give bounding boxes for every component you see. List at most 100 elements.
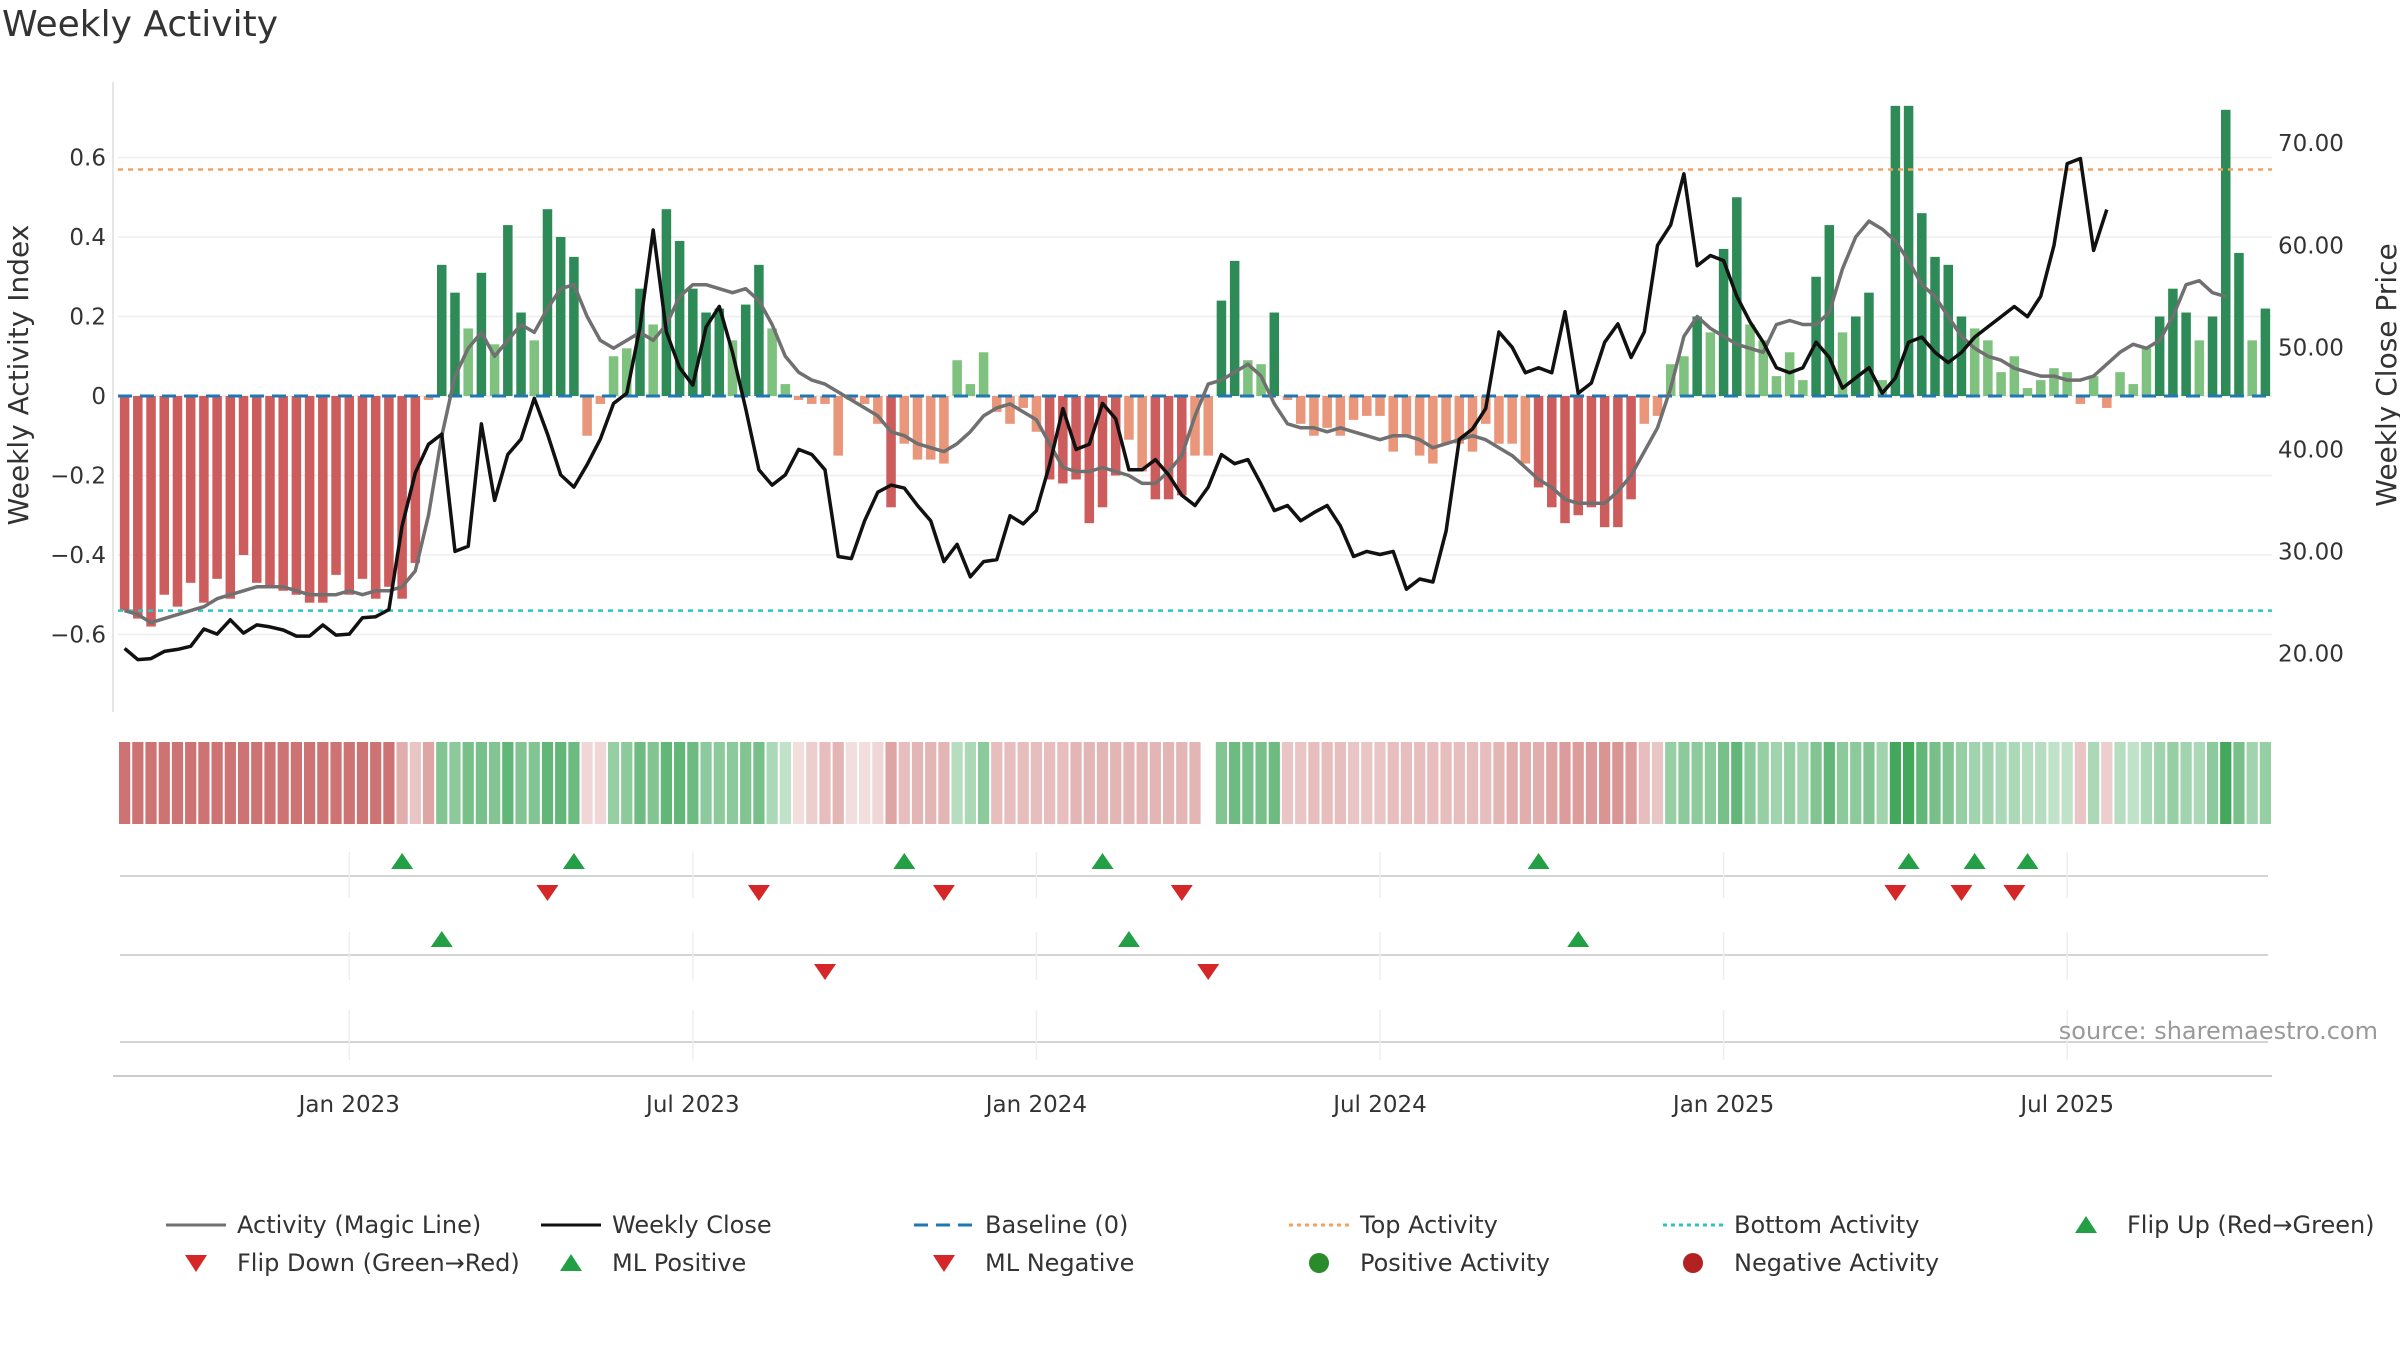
heat-cell xyxy=(1757,742,1769,824)
heat-cell xyxy=(2101,742,2113,824)
legend-label: Positive Activity xyxy=(1360,1249,1550,1277)
activity-bar xyxy=(807,396,817,404)
y2-tick-label: 30.00 xyxy=(2278,539,2344,565)
activity-bar xyxy=(1969,328,1980,396)
activity-bar xyxy=(1586,396,1597,508)
activity-bar xyxy=(2009,356,2020,396)
heat-cell xyxy=(1519,742,1531,824)
y-tick-label: −0.4 xyxy=(50,543,106,569)
flip-down-marker xyxy=(1170,885,1193,901)
activity-bar xyxy=(1044,396,1055,480)
heat-cell xyxy=(1612,742,1624,824)
activity-bar xyxy=(1097,396,1108,508)
heat-cell xyxy=(1229,742,1241,824)
activity-bar xyxy=(1058,396,1068,484)
activity-bar xyxy=(1494,396,1504,444)
heat-cell xyxy=(674,742,686,824)
activity-bar xyxy=(1018,396,1028,408)
heat-cell xyxy=(713,742,725,824)
heat-cell xyxy=(1030,742,1043,824)
heat-cell xyxy=(1123,742,1135,824)
activity-bar xyxy=(1137,396,1147,472)
heat-cell xyxy=(2140,742,2153,824)
heat-cell xyxy=(2180,742,2192,824)
activity-bar xyxy=(780,384,791,396)
activity-bar xyxy=(199,396,209,603)
ml-negative-marker xyxy=(1197,964,1220,980)
activity-bar xyxy=(119,396,130,611)
legend-swatch xyxy=(1683,1253,1703,1273)
heat-cell xyxy=(832,742,844,824)
activity-bar xyxy=(1850,316,1861,396)
heat-cell xyxy=(1995,742,2007,824)
heat-cell xyxy=(1678,742,1690,824)
heat-cell xyxy=(1532,742,1545,824)
heat-cell xyxy=(991,742,1003,824)
heat-cell xyxy=(1546,742,1558,824)
legend-label: Baseline (0) xyxy=(985,1211,1128,1239)
legend-swatch xyxy=(1309,1253,1329,1273)
heat-cell xyxy=(2114,742,2126,824)
activity-bar xyxy=(820,396,830,404)
flip-down-marker xyxy=(1950,885,1973,901)
heat-cell xyxy=(1599,742,1611,824)
heat-cell xyxy=(819,742,831,824)
activity-bar xyxy=(159,396,170,595)
activity-bar xyxy=(793,396,804,400)
heat-cell xyxy=(1136,742,1148,824)
activity-bar xyxy=(1190,396,1200,456)
x-tick-label: Jan 2025 xyxy=(1671,1092,1774,1118)
heat-cell xyxy=(1347,742,1360,824)
activity-bar xyxy=(1877,380,1887,396)
legend-label: Weekly Close xyxy=(612,1211,772,1239)
ml-positive-marker xyxy=(430,931,453,947)
activity-bar xyxy=(608,356,619,396)
heat-cell xyxy=(1704,742,1716,824)
activity-bar xyxy=(146,396,156,627)
activity-bar xyxy=(569,256,579,396)
heat-cell xyxy=(396,742,408,824)
heat-cell xyxy=(1916,742,1928,824)
heat-cell xyxy=(568,742,580,824)
heat-cell xyxy=(1096,742,1109,824)
activity-bar xyxy=(2062,372,2072,396)
activity-bar xyxy=(423,396,434,400)
legend-label: ML Positive xyxy=(612,1249,746,1277)
heat-cell xyxy=(1453,742,1465,824)
heat-cell xyxy=(1400,742,1413,824)
heat-cell xyxy=(211,742,223,824)
heat-cell xyxy=(251,742,263,824)
activity-bar xyxy=(2115,372,2125,396)
activity-bar xyxy=(357,396,368,579)
heat-cell xyxy=(1982,742,1994,824)
heat-cell xyxy=(1440,742,1452,824)
activity-bar xyxy=(2168,288,2178,396)
activity-bar xyxy=(2234,252,2244,396)
heat-cell xyxy=(304,742,316,824)
x-tick-label: Jan 2023 xyxy=(297,1092,400,1118)
activity-bar xyxy=(344,396,355,595)
heat-cell xyxy=(2074,742,2086,824)
weekly-close-line xyxy=(123,156,2109,662)
heat-cell xyxy=(2220,742,2232,824)
heat-cell xyxy=(2206,742,2219,824)
activity-bar xyxy=(1745,324,1755,396)
activity-bar xyxy=(2247,340,2257,396)
heat-cell xyxy=(753,742,765,824)
activity-bar xyxy=(1533,396,1544,488)
heat-cell xyxy=(290,742,303,824)
activity-bar xyxy=(450,292,460,396)
activity-bar xyxy=(873,396,883,424)
activity-bar xyxy=(2260,308,2271,396)
heat-cell xyxy=(1387,742,1399,824)
y-tick-label: −0.2 xyxy=(50,463,106,489)
heat-cell xyxy=(185,742,197,824)
activity-bar xyxy=(133,396,143,619)
heat-cell xyxy=(462,742,474,824)
activity-bar xyxy=(727,340,738,396)
activity-bar xyxy=(2075,396,2086,404)
heat-cell xyxy=(436,742,448,824)
activity-bar xyxy=(1282,396,1293,400)
activity-bar xyxy=(516,312,526,396)
activity-bar xyxy=(1771,376,1782,396)
